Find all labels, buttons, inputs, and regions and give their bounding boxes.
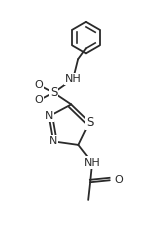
Text: O: O — [34, 95, 43, 106]
Text: O: O — [34, 80, 43, 90]
Text: N: N — [45, 111, 53, 121]
Text: O: O — [115, 175, 123, 185]
Text: N: N — [49, 136, 57, 146]
Text: S: S — [86, 116, 93, 129]
Text: NH: NH — [84, 158, 100, 167]
Text: NH: NH — [65, 74, 82, 84]
Text: S: S — [50, 86, 57, 99]
